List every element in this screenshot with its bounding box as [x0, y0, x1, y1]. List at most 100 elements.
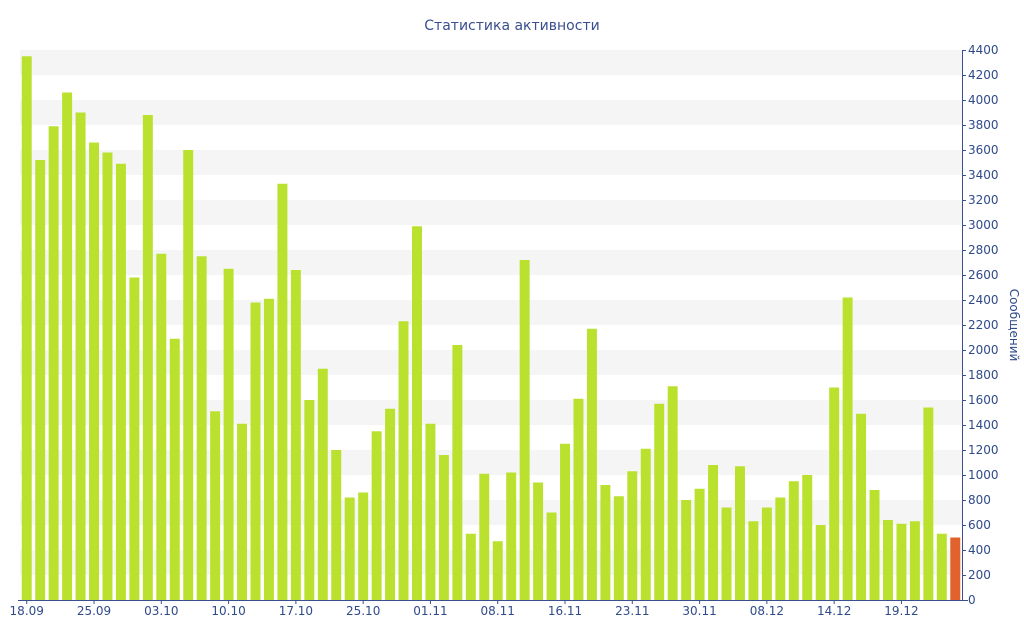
- bar: [35, 160, 46, 600]
- y-tick-label: 2400: [968, 293, 999, 307]
- bar: [842, 297, 853, 600]
- grid-band: [20, 50, 962, 75]
- x-tick-label: 25.10: [346, 604, 380, 618]
- bar: [425, 423, 436, 600]
- x-tick-label: 17.10: [279, 604, 313, 618]
- bar: [102, 152, 113, 600]
- y-tick-label: 800: [968, 493, 991, 507]
- x-tick-label: 03.10: [144, 604, 178, 618]
- bar: [196, 256, 207, 600]
- x-tick-label: 19.12: [884, 604, 918, 618]
- x-tick-label: 23.11: [615, 604, 649, 618]
- y-tick-label: 1600: [968, 393, 999, 407]
- y-tick-label: 4400: [968, 43, 999, 57]
- bar: [640, 448, 651, 600]
- bar: [667, 386, 678, 600]
- bar: [681, 500, 692, 600]
- bar: [560, 443, 570, 600]
- chart-title: Статистика активности: [424, 18, 599, 34]
- y-tick-label: 3200: [968, 193, 999, 207]
- grid-band: [20, 100, 962, 125]
- x-tick-labels: 18.09 25.09 03.10 10.10 17.10 25.10 01.11 08.11…: [10, 604, 919, 618]
- x-tick-label: 25.09: [77, 604, 111, 618]
- bar: [210, 411, 221, 600]
- bar: [600, 485, 611, 600]
- bar: [923, 407, 934, 600]
- y-tick-label: 2800: [968, 243, 999, 257]
- bar: [398, 321, 409, 600]
- bar: [344, 497, 355, 600]
- bar: [290, 270, 301, 600]
- bar: [317, 368, 328, 600]
- x-tick-label: 18.09: [10, 604, 44, 618]
- bar: [573, 398, 584, 600]
- bar: [250, 302, 261, 600]
- bar: [438, 455, 449, 600]
- bar: [883, 520, 893, 600]
- x-tick-label: 08.11: [481, 604, 515, 618]
- bar: [412, 226, 422, 600]
- bar: [129, 277, 140, 600]
- bar: [627, 471, 638, 600]
- bar: [263, 298, 274, 600]
- bar: [815, 525, 826, 600]
- bar: [761, 507, 772, 600]
- bar: [223, 268, 234, 600]
- grid-band: [20, 200, 962, 225]
- bar: [788, 481, 799, 600]
- bar: [533, 482, 544, 600]
- bar: [896, 523, 907, 600]
- bar: [586, 328, 597, 600]
- y-tick-label: 3800: [968, 118, 999, 132]
- y-tick-label: 200: [968, 568, 991, 582]
- bar: [856, 413, 867, 600]
- y-tick-label: 4000: [968, 93, 999, 107]
- bar: [802, 475, 813, 600]
- bar: [465, 533, 476, 600]
- x-tick-label: 08.12: [750, 604, 784, 618]
- x-tick-label: 01.11: [413, 604, 447, 618]
- y-tick-label: 3600: [968, 143, 999, 157]
- bar: [708, 465, 719, 600]
- bar: [869, 490, 880, 600]
- bar: [506, 472, 517, 600]
- bar: [304, 400, 315, 600]
- y-tick-label: 400: [968, 543, 991, 557]
- bar: [371, 431, 382, 600]
- bar: [385, 408, 396, 600]
- bar: [519, 260, 530, 600]
- bar: [721, 507, 732, 600]
- axes-group: [18, 50, 968, 604]
- bar-current: [950, 537, 961, 600]
- y-tick-labels: 0 200 400 600 800 1000 1200 1400 1600 1800 2000 220…: [968, 43, 999, 607]
- bar: [909, 521, 920, 600]
- bar: [492, 541, 503, 600]
- grid-band: [20, 250, 962, 275]
- y-tick-label: 600: [968, 518, 991, 532]
- y-tick-label: 0: [968, 593, 976, 607]
- bar: [654, 403, 665, 600]
- bar: [169, 338, 180, 600]
- x-tick-label: 16.11: [548, 604, 582, 618]
- bar: [21, 56, 32, 600]
- bar: [479, 473, 490, 600]
- bar: [156, 253, 167, 600]
- y-tick-label: 4200: [968, 68, 999, 82]
- y-tick-label: 3400: [968, 168, 999, 182]
- bar: [748, 521, 759, 600]
- bar: [89, 142, 99, 600]
- bar: [48, 126, 59, 600]
- bars-group: [21, 56, 961, 600]
- y-tick-label: 2600: [968, 268, 999, 282]
- bar: [62, 92, 73, 600]
- grid-band: [20, 300, 962, 325]
- bar: [546, 512, 557, 600]
- x-tick-label: 14.12: [817, 604, 851, 618]
- bar: [331, 450, 342, 600]
- bar: [694, 488, 705, 600]
- x-tick-label: 10.10: [211, 604, 245, 618]
- y-axis-title: Сообщений: [1007, 289, 1021, 362]
- x-tick-label: 30.11: [682, 604, 716, 618]
- y-tick-label: 2200: [968, 318, 999, 332]
- bar: [775, 497, 786, 600]
